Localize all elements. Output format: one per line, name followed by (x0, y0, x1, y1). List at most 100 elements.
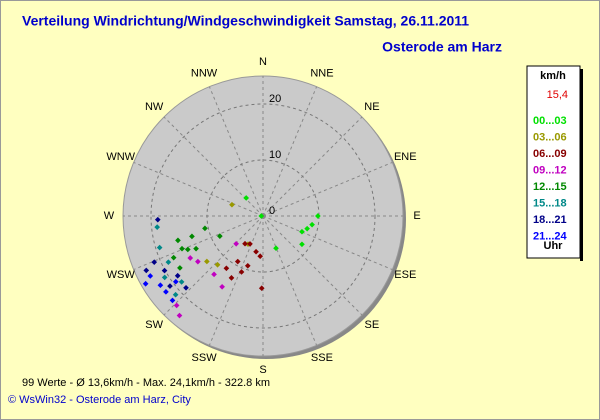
data-point (202, 225, 208, 232)
legend-entry: 21...24 (533, 230, 568, 242)
data-point (172, 291, 179, 298)
direction-label: NNW (191, 68, 218, 80)
direction-line (208, 215, 264, 346)
grid-circle (150, 103, 376, 329)
data-point (167, 283, 173, 289)
data-point (211, 271, 217, 278)
data-point (223, 265, 230, 272)
data-point (309, 221, 315, 228)
data-point (173, 302, 180, 309)
data-point (257, 253, 264, 260)
copyright: © WsWin32 - Osterode am Harz, City (8, 394, 191, 406)
data-point (233, 240, 239, 247)
footer: 99 Werte - Ø 13,6km/h - Max. 24,1km/h - … (22, 377, 270, 389)
direction-label: S (259, 364, 266, 376)
direction-label: N (259, 56, 267, 68)
data-point (154, 216, 161, 223)
data-point (299, 241, 305, 248)
data-point (142, 280, 149, 287)
legend-footer: Uhr (544, 240, 564, 252)
direction-line (208, 86, 264, 217)
data-point (273, 245, 279, 252)
data-point (247, 241, 253, 247)
data-point (299, 228, 305, 235)
data-point (156, 244, 163, 251)
data-point (228, 275, 235, 281)
data-point (175, 237, 181, 244)
data-point (242, 240, 248, 247)
data-point (172, 278, 179, 285)
direction-label: SSE (311, 352, 333, 364)
legend-entry: 00...03 (533, 115, 567, 127)
data-point (193, 245, 199, 252)
data-point (169, 297, 176, 304)
current-speed: 15,4 (547, 89, 568, 101)
data-point (195, 258, 201, 265)
direction-label: SE (365, 319, 380, 331)
data-point (184, 246, 191, 253)
legend-entry: 06...09 (533, 148, 567, 160)
data-point (315, 213, 321, 219)
data-point (154, 224, 161, 230)
r-tick-label: 0 (269, 205, 275, 217)
data-point (177, 265, 183, 271)
direction-line (262, 116, 363, 217)
direction-line (163, 215, 264, 316)
direction-label: ESE (394, 269, 416, 281)
direction-label: ENE (394, 151, 417, 163)
direction-label: E (413, 210, 420, 222)
data-point (143, 267, 150, 274)
data-point (214, 261, 221, 268)
data-point (165, 259, 172, 265)
data-point (179, 245, 185, 252)
data-point (183, 284, 189, 291)
data-point (147, 273, 154, 279)
data-point (151, 259, 158, 265)
direction-label: WNW (106, 151, 135, 163)
direction-line (133, 161, 264, 217)
legend-shadow (580, 69, 583, 261)
direction-line (163, 116, 264, 217)
data-point (204, 258, 210, 265)
direction-label: SW (145, 319, 163, 331)
data-point (219, 283, 225, 290)
data-point (176, 312, 183, 319)
direction-line (262, 86, 318, 217)
direction-label: NW (145, 101, 164, 113)
data-point (189, 233, 195, 240)
legend-entry: 18...21 (533, 214, 567, 226)
direction-label: NNE (310, 68, 333, 80)
direction-label: WSW (107, 269, 136, 281)
legend-entry: 09...12 (533, 164, 567, 176)
legend-entry: 15...18 (533, 197, 567, 209)
chart-subtitle: Osterode am Harz (382, 39, 502, 55)
data-point (161, 274, 168, 281)
r-tick-label: 20 (269, 93, 281, 105)
data-point (217, 233, 223, 239)
data-point (187, 255, 194, 261)
data-point (163, 289, 169, 295)
data-point (178, 279, 185, 285)
direction-label: SSW (192, 352, 218, 364)
data-point (304, 225, 310, 232)
data-point (258, 285, 265, 292)
data-point (244, 262, 251, 269)
direction-line (262, 215, 393, 271)
legend-title: km/h (540, 70, 566, 82)
legend-entry: 03...06 (533, 131, 567, 143)
direction-label: NE (364, 101, 379, 113)
data-point (243, 195, 250, 201)
data-point (174, 272, 181, 279)
direction-line (262, 215, 318, 346)
data-point (229, 201, 235, 208)
data-point (258, 213, 265, 219)
data-point (161, 267, 168, 274)
data-point (234, 258, 241, 265)
chart-title: Verteilung Windrichtung/Windgeschwindigk… (22, 13, 469, 29)
r-tick-label: 10 (269, 149, 281, 161)
data-point (170, 254, 177, 261)
data-point (238, 269, 245, 275)
legend-box (526, 65, 581, 259)
